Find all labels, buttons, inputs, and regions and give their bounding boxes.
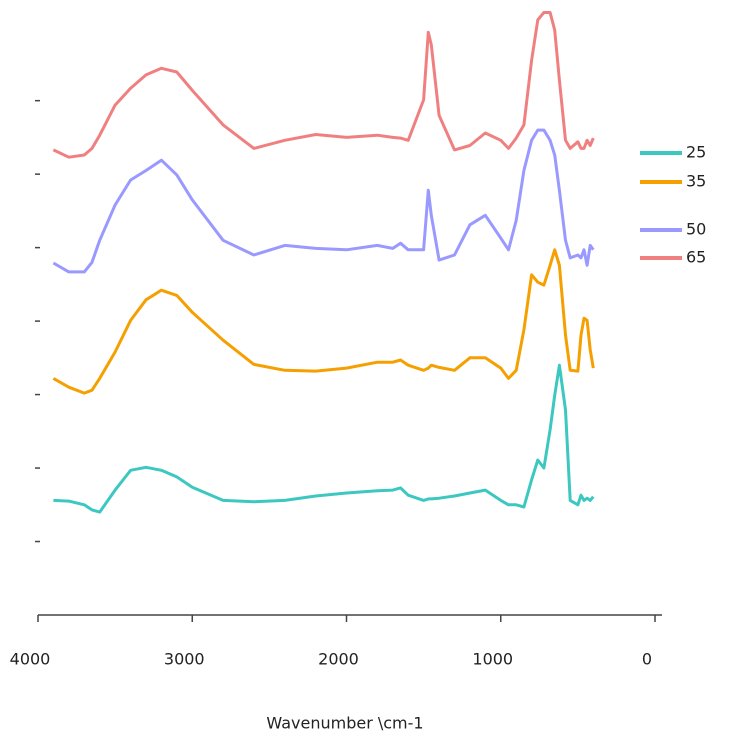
legend-label: 25 — [686, 143, 706, 162]
line-series — [52, 11, 595, 159]
legend-label: 65 — [686, 248, 706, 267]
x-tick-label: 1000 — [472, 650, 513, 669]
line-series — [53, 363, 595, 514]
line-series — [52, 128, 595, 274]
x-tick-label: 3000 — [164, 650, 205, 669]
legend-label: 35 — [686, 172, 706, 191]
x-tick-label: 2000 — [318, 650, 359, 669]
x-axis-title: Wavenumber \cm-1 — [266, 714, 423, 733]
line-series — [52, 248, 595, 395]
x-tick-label: 0 — [642, 650, 652, 669]
legend-label: 50 — [686, 220, 706, 239]
x-tick-label: 4000 — [10, 650, 51, 669]
